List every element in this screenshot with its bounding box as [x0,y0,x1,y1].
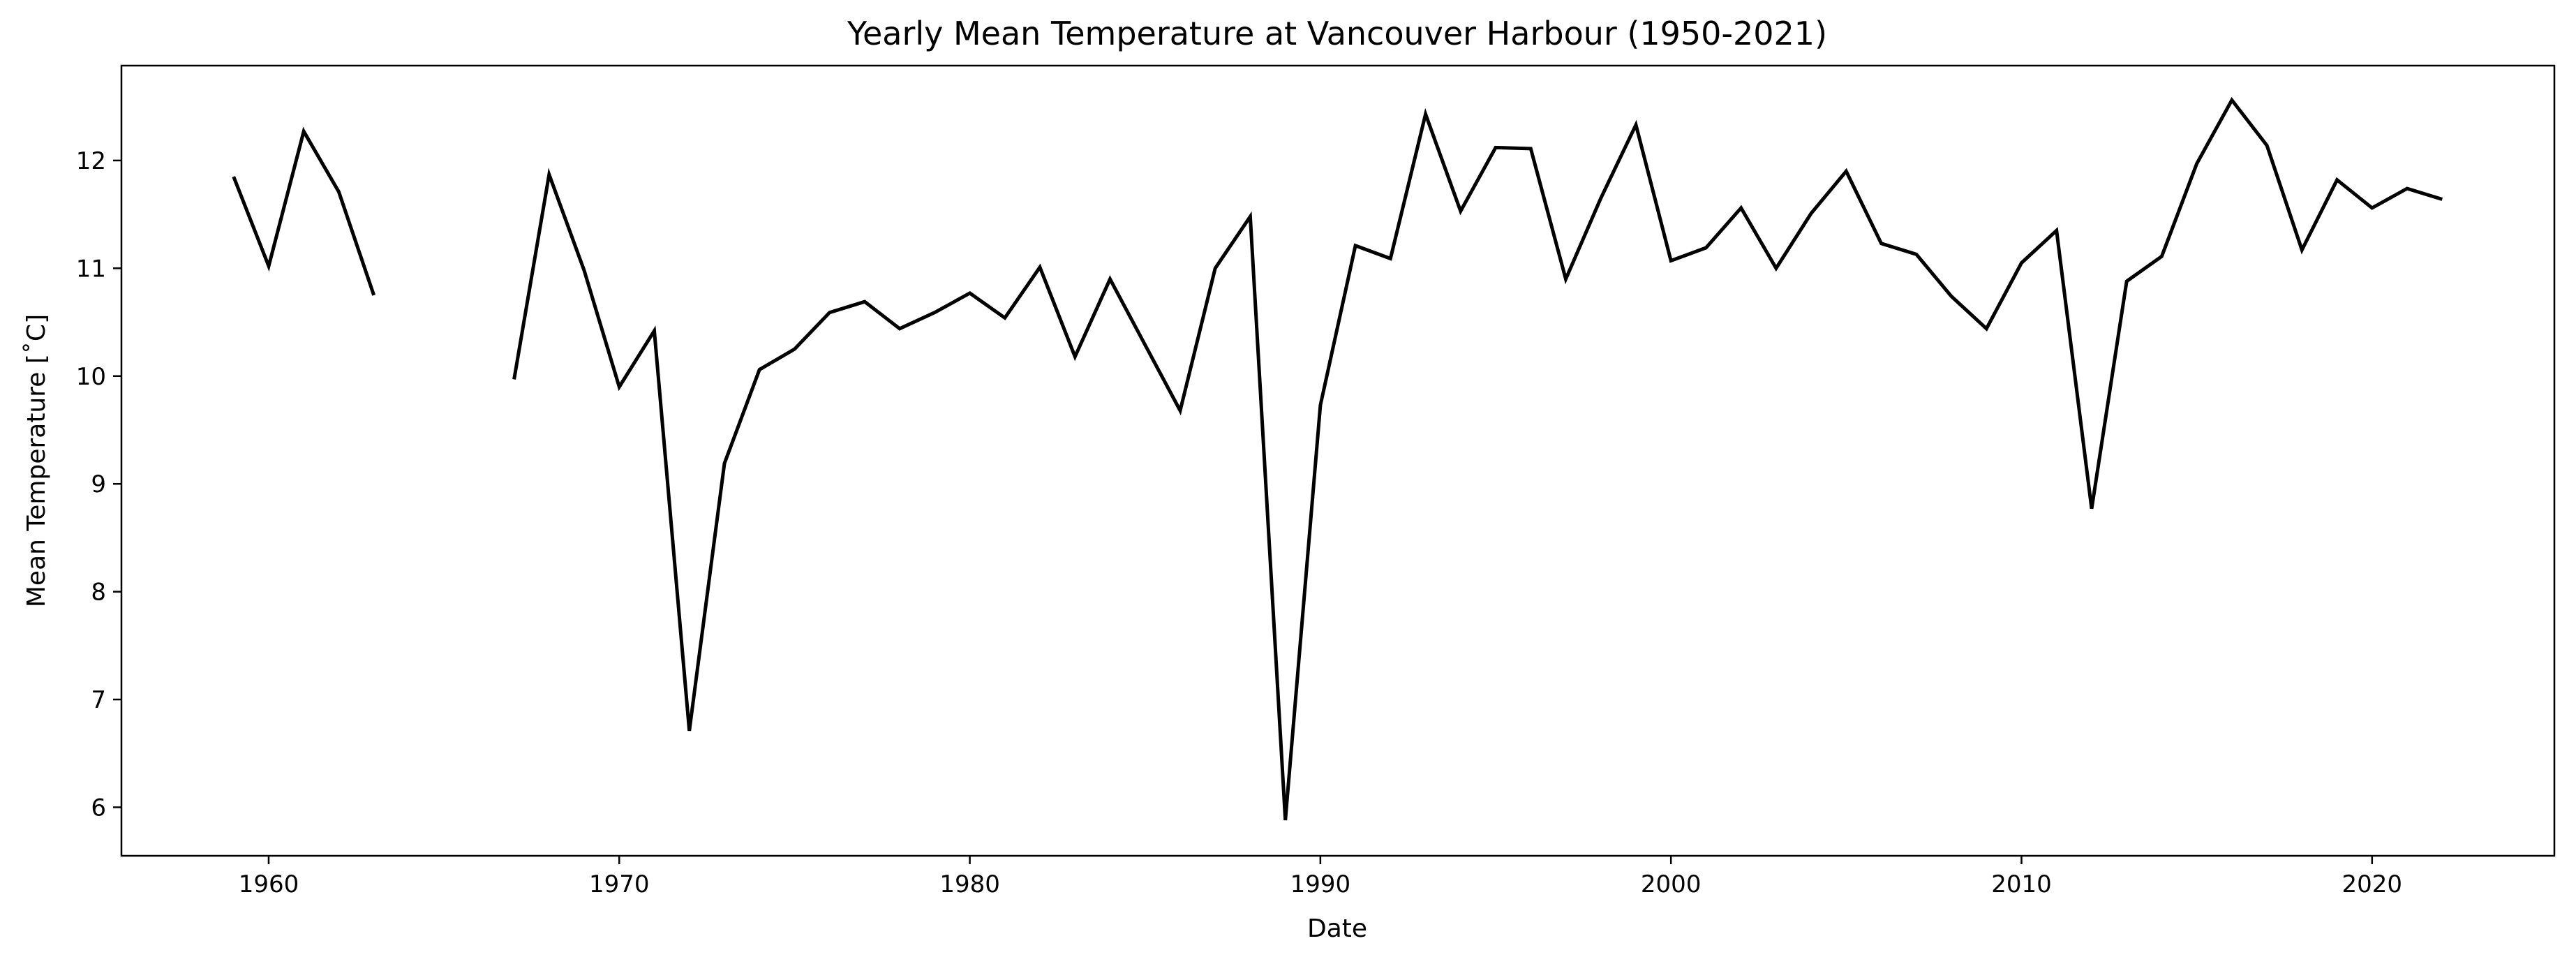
plot-frame [120,64,2556,857]
chart-title: Yearly Mean Temperature at Vancouver Har… [847,15,1827,52]
x-tick-label: 2000 [1641,870,1702,898]
y-axis: 6 7 8 9 10 11 12 [76,147,121,822]
y-tick-label: 9 [91,470,106,498]
x-tick-label: 1980 [939,870,1000,898]
y-tick-label: 7 [91,686,106,714]
x-axis: 1960 1970 1980 1990 2000 2010 2020 [239,856,2402,898]
x-tick-label: 2010 [1991,870,2052,898]
x-tick-label: 1960 [239,870,299,898]
y-tick-label: 8 [91,579,106,607]
y-tick-label: 6 [91,794,106,822]
x-tick-label: 1990 [1290,870,1351,898]
y-axis-label: Mean Temperature [˚C] [22,314,51,607]
y-tick-label: 12 [76,147,106,175]
x-tick-label: 2020 [2342,870,2403,898]
series-line [232,96,2443,821]
x-axis-label: Date [1307,914,1367,943]
plot-area [120,64,2556,857]
y-tick-label: 11 [76,255,106,283]
x-tick-label: 1970 [589,870,650,898]
series-layer [232,96,2443,821]
y-tick-label: 10 [76,363,106,391]
